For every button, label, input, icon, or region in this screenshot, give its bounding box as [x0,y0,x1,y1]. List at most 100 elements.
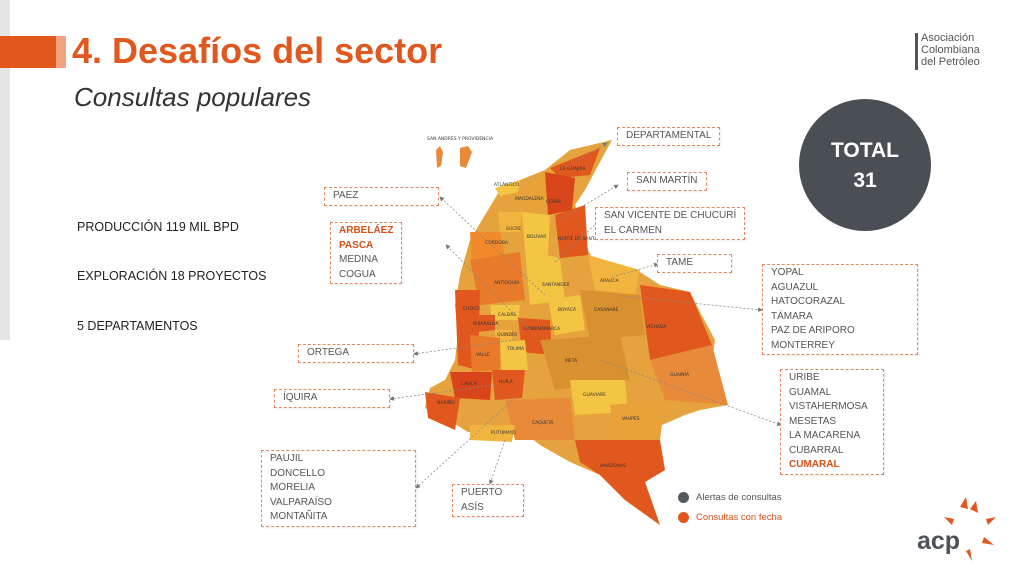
callout-text: VISTAHERMOSA [789,401,868,412]
acp-wordmark: Asociación Colombiana del Petróleo [921,32,980,68]
map-region-boyaca [548,295,585,335]
map-region-bolivar [522,212,550,255]
map-label-arauca: ARAUCA [600,278,620,284]
map-region-antioquia [470,252,525,305]
callout-text: HATOCORAZAL [771,296,846,307]
map-region-narino [425,392,460,430]
map-label-caqueta: CAQUETÁ [532,419,554,426]
acp-starburst-logo [944,497,996,561]
callout-text: PAZ DE ARIPORO [771,325,855,336]
total-label: TOTAL [830,139,900,162]
callout-text: ORTEGA [307,347,350,358]
map-label-caldas: CALDAS [498,312,516,318]
map-region-norte-santander [555,205,588,258]
map-region-caldas [490,305,520,320]
callout-text-dated: ARBELÁEZ [339,225,394,236]
callout-text: DONCELLO [270,467,326,479]
callout-text: MEDINA [339,254,378,265]
callout-text: MONTERREY [771,339,835,351]
map-label-san-andres: SAN ANDRÉS Y PROVIDENCIA [427,134,494,142]
map-region-magdalena [518,172,548,212]
leader-ortega [413,339,516,356]
map-label-guajira: LA GUAJIRA [560,166,587,172]
leader-paujil [415,397,516,489]
callout-text: SAN MARTÍN [636,175,698,186]
total-value: 31 [853,169,877,192]
callout-text: DEPARTAMENTAL [626,130,712,141]
legend-dated-label: Consultas con fecha [696,512,783,523]
callout-iquira: ÍQUIRA [274,389,390,408]
left-gray-strip [0,0,10,340]
leader-tame [611,262,659,278]
leader-paez [439,196,546,296]
map-label-antioquia: ANTIOQUIA [494,280,520,286]
callout-departamental: DEPARTAMENTAL [617,127,721,146]
acp-brand-mark: acp [917,527,961,555]
callout-text: YOPAL [771,267,804,278]
map-label-bolivar: BOLÍVAR [527,233,546,240]
legend-alerts-dot [678,492,689,503]
map-label-sucre: SUCRE [506,226,521,232]
map-label-vaupes: VAUPÉS [622,414,640,422]
callout-text: AGUAZUL [771,281,819,293]
map-label-norte-santander: NORTE DE SANTANDER [558,236,610,242]
map-label-meta: META [565,358,578,364]
callout-arbelaez: ARBELÁEZ PASCA MEDINA COGUA [330,222,403,284]
map-label-quindio: QUINDÍO [497,331,517,338]
map-label-choco: CHOCÓ [463,305,480,312]
map-region-tolima [500,340,528,370]
map-label-amazonas: AMAZONAS [600,463,626,469]
map-region-cordoba [470,232,505,260]
map-region-cesar [545,172,575,215]
map-label-atlantico: ATLÁNTICO [494,181,520,188]
callout-text: ASÍS [461,501,484,513]
map-region-meta [540,335,630,390]
map-region-vichada [640,285,712,360]
callout-text: MONTAÑITA [270,511,328,522]
logo-line: Asociación [921,32,975,44]
map-label-huila: HUILA [499,379,514,385]
map-label-cordoba: CÓRDOBA [485,239,509,246]
map-region-sucre [498,212,522,232]
legend-dated-dot [678,512,689,523]
title-accent-bar [0,36,56,68]
stat-departments: 5 DEPARTAMENTOS [77,319,198,333]
page-title: 4. Desafíos del sector [72,30,443,71]
callout-text: LA MACARENA [789,430,861,441]
map-region-amazonas [575,440,665,525]
map-label-putumayo: PUTUMAYO [491,430,516,436]
map-region-providencia [460,146,472,168]
map-label-santander: SANTANDER [542,282,570,288]
logo-line: del Petróleo [921,56,980,68]
callout-text: MESETAS [789,415,837,427]
callout-text: COGUA [339,268,376,280]
map-region-cauca [450,372,492,400]
total-badge: TOTAL 31 [799,99,931,231]
callout-text: VALPARAÍSO [270,496,332,508]
map-region-santander [525,250,565,305]
map-label-vichada: VICHADA [646,324,667,330]
leader-san-martin [559,184,619,221]
map-label-casanare: CASANARE [594,307,619,313]
callout-text: CUBARRAL [789,444,844,456]
leader-iquira [389,384,496,401]
callout-text: TAME [666,257,694,268]
map-label-cauca: CAUCA [461,381,478,387]
callout-san-vicente: SAN VICENTE DE CHUCURÍ EL CARMEN [595,207,746,240]
map-region-guainia [650,345,728,405]
map-label-guaviare: GUAVIARE [583,392,606,398]
callout-text-dated: CUMARAL [789,459,840,470]
callout-text: MORELIA [270,482,316,493]
stat-production: PRODUCCIÓN 119 MIL BPD [77,220,239,234]
map-region-casanare [580,290,645,340]
callout-text: SAN VICENTE DE CHUCURÍ [604,210,737,221]
map-region-arauca [588,255,640,295]
map-region-vaupes [610,400,665,440]
colombia-map: SAN ANDRÉS Y PROVIDENCIA LA GUAJIRA ATLÁ… [425,134,728,525]
callout-text: TÁMARA [771,310,813,322]
callout-paujil: PAUJIL DONCELLO MORELIA VALPARAÍSO MONTA… [261,450,416,527]
callout-text: URIBE [789,372,820,383]
callout-text: GUAMAL [789,386,832,398]
map-label-cundinamarca: CUNDINAMARCA [523,326,561,332]
callout-ortega: ORTEGA [298,344,414,363]
